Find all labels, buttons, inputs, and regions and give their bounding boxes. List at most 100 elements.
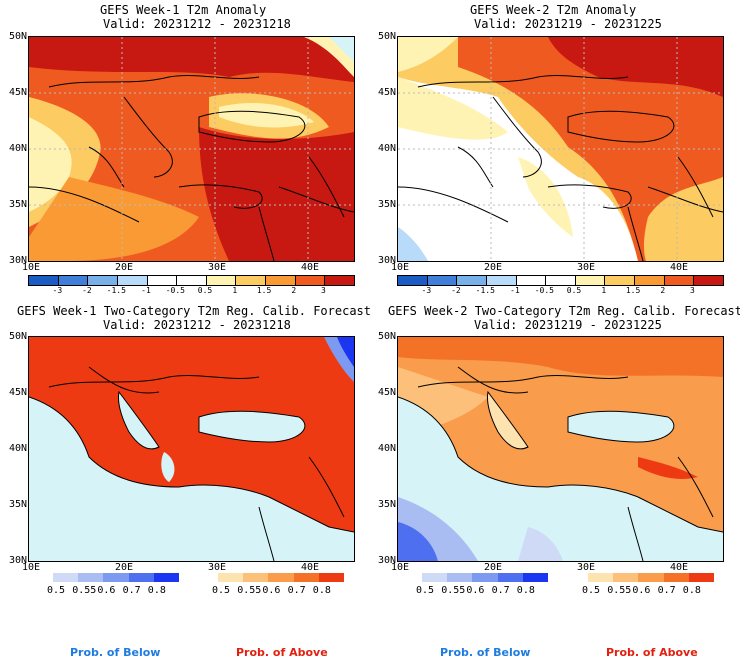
prob-tick-label: 0.6 bbox=[632, 585, 651, 596]
anomaly-swatch bbox=[546, 276, 576, 285]
anomaly-tick-label: 2 bbox=[660, 286, 666, 295]
prob-swatch bbox=[218, 573, 244, 582]
lat-label: 40N bbox=[8, 143, 27, 154]
lon-label: 20E bbox=[115, 562, 134, 573]
prob-above-colorbar-2 bbox=[588, 573, 715, 582]
map-week2-anomaly bbox=[397, 36, 724, 262]
lat-label: 50N bbox=[8, 331, 27, 342]
anomaly-tick-label: -2 bbox=[82, 286, 92, 295]
lon-label: 40E bbox=[301, 262, 320, 273]
prob-above-colorbar-2-labels: 0.5 0.55 0.6 0.7 0.8 bbox=[582, 585, 717, 596]
anomaly-swatch bbox=[664, 276, 695, 285]
anomaly-tick-label: 1.5 bbox=[256, 286, 272, 295]
prob-tick-label: 0.55 bbox=[237, 585, 262, 596]
lat-label: 40N bbox=[377, 443, 396, 454]
prob-tick-label: 0.5 bbox=[416, 585, 435, 596]
anomaly-swatch bbox=[605, 276, 636, 285]
prob-tick-label: 0.8 bbox=[147, 585, 166, 596]
anomaly-swatch bbox=[236, 276, 267, 285]
prob-swatch bbox=[613, 573, 639, 582]
map-week1-probability bbox=[28, 336, 355, 562]
lon-label: 10E bbox=[22, 262, 41, 273]
prob-tick-label: 0.7 bbox=[287, 585, 306, 596]
panel4-title: GEFS Week-2 Two-Category T2m Reg. Calib.… bbox=[388, 304, 740, 318]
anomaly-swatch bbox=[427, 276, 458, 285]
lat-label: 50N bbox=[377, 31, 396, 42]
prob-swatch bbox=[128, 573, 154, 582]
lat-label: 35N bbox=[8, 199, 27, 210]
panel3-valid: Valid: 20231212 - 20231218 bbox=[103, 318, 291, 332]
prob-tick-label: 0.7 bbox=[491, 585, 510, 596]
anomaly-tick-label: 1 bbox=[232, 286, 238, 295]
map-week2-probability bbox=[397, 336, 724, 562]
prob-tick-label: 0.55 bbox=[441, 585, 466, 596]
anomaly-swatch bbox=[29, 276, 59, 285]
anomaly-tick-label: -1 bbox=[141, 286, 151, 295]
lat-label: 40N bbox=[377, 143, 396, 154]
lon-label: 10E bbox=[391, 262, 410, 273]
anomaly-colorbar-1-labels: -3 -2 -1.5 -1 -0.5 0.5 1 1.5 2 3 bbox=[28, 286, 353, 296]
prob-swatch bbox=[588, 573, 614, 582]
prob-tick-label: 0.6 bbox=[262, 585, 281, 596]
lat-label: 30N bbox=[377, 555, 396, 566]
anomaly-colorbar-2-labels: -3 -2 -1.5 -1 -0.5 0.5 1 1.5 2 3 bbox=[397, 286, 722, 296]
lat-label: 50N bbox=[8, 31, 27, 42]
lat-label: 45N bbox=[377, 87, 396, 98]
lon-label: 30E bbox=[577, 562, 596, 573]
anomaly-tick-label: -2 bbox=[451, 286, 461, 295]
prob-swatch bbox=[293, 573, 319, 582]
footer-prob-below-2: Prob. of Below bbox=[440, 646, 531, 659]
prob-below-colorbar-1-labels: 0.5 0.55 0.6 0.7 0.8 bbox=[47, 585, 182, 596]
footer-prob-above-2: Prob. of Above bbox=[606, 646, 698, 659]
lon-label: 20E bbox=[115, 262, 134, 273]
anomaly-swatch bbox=[694, 276, 724, 285]
lat-label: 50N bbox=[377, 331, 396, 342]
anomaly-tick-label: -1.5 bbox=[106, 286, 126, 295]
prob-below-colorbar-2 bbox=[422, 573, 549, 582]
prob-tick-label: 0.5 bbox=[212, 585, 231, 596]
prob-tick-label: 0.8 bbox=[682, 585, 701, 596]
prob-swatch bbox=[53, 573, 79, 582]
anomaly-tick-label: 0.5 bbox=[197, 286, 213, 295]
anomaly-tick-label: 0.5 bbox=[566, 286, 582, 295]
panel2-valid: Valid: 20231219 - 20231225 bbox=[474, 17, 662, 31]
anomaly-swatch bbox=[88, 276, 118, 285]
map-week1-anomaly bbox=[28, 36, 355, 262]
anomaly-swatch bbox=[266, 276, 296, 285]
prob-swatch bbox=[422, 573, 448, 582]
lon-label: 30E bbox=[208, 262, 227, 273]
anomaly-tick-label: 3 bbox=[689, 286, 695, 295]
anomaly-swatch bbox=[575, 276, 606, 285]
panel4-valid: Valid: 20231219 - 20231225 bbox=[474, 318, 662, 332]
prob-tick-label: 0.6 bbox=[466, 585, 485, 596]
prob-swatch bbox=[268, 573, 294, 582]
prob-swatch bbox=[497, 573, 523, 582]
lat-label: 30N bbox=[8, 555, 27, 566]
lon-label: 30E bbox=[208, 562, 227, 573]
panel1-title: GEFS Week-1 T2m Anomaly bbox=[100, 3, 267, 17]
footer-prob-above-1: Prob. of Above bbox=[236, 646, 328, 659]
prob-swatch bbox=[688, 573, 715, 582]
lon-label: 40E bbox=[670, 562, 689, 573]
prob-swatch bbox=[447, 573, 473, 582]
footer-prob-below-1: Prob. of Below bbox=[70, 646, 161, 659]
anomaly-swatch bbox=[206, 276, 237, 285]
lat-label: 45N bbox=[377, 387, 396, 398]
anomaly-swatch bbox=[457, 276, 487, 285]
anomaly-swatch bbox=[147, 276, 178, 285]
lon-label: 40E bbox=[301, 562, 320, 573]
lat-label: 45N bbox=[8, 87, 27, 98]
lat-label: 35N bbox=[377, 499, 396, 510]
prob-tick-label: 0.5 bbox=[582, 585, 601, 596]
prob-tick-label: 0.8 bbox=[516, 585, 535, 596]
lon-label: 30E bbox=[577, 262, 596, 273]
prob-above-colorbar-1 bbox=[218, 573, 345, 582]
anomaly-tick-label: -0.5 bbox=[534, 286, 554, 295]
prob-swatch bbox=[243, 573, 269, 582]
prob-tick-label: 0.55 bbox=[607, 585, 632, 596]
prob-below-colorbar-1 bbox=[53, 573, 180, 582]
prob-tick-label: 0.5 bbox=[47, 585, 66, 596]
anomaly-colorbar-1 bbox=[28, 275, 355, 286]
prob-swatch bbox=[103, 573, 129, 582]
lat-label: 35N bbox=[8, 499, 27, 510]
